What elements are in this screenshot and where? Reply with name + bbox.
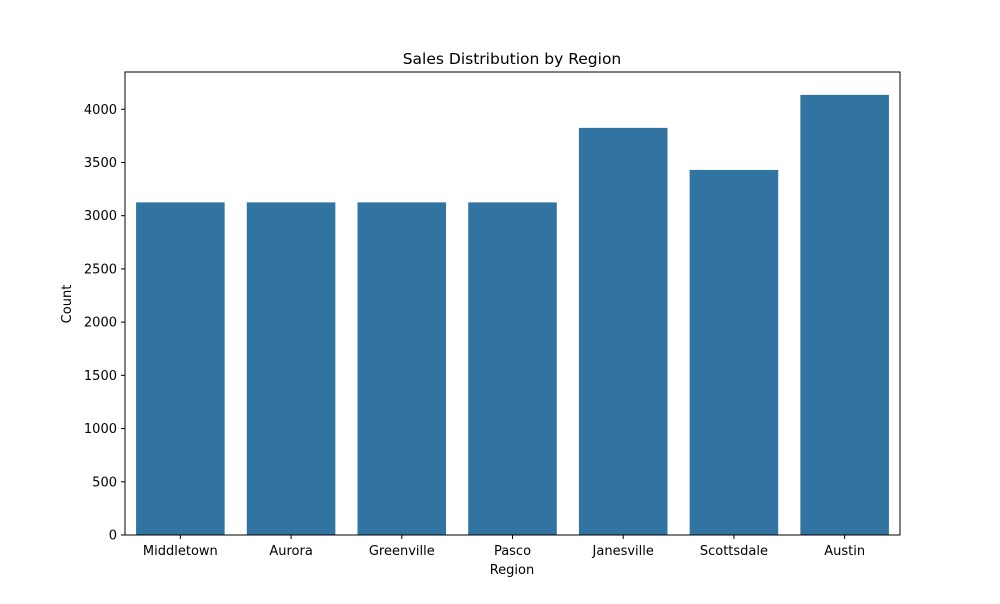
x-tick-label: Aurora (269, 544, 312, 559)
chart-title: Sales Distribution by Region (403, 50, 622, 68)
y-tick-label: 2500 (84, 262, 117, 277)
bar-austin (800, 94, 889, 535)
x-axis-title: Region (490, 563, 535, 578)
bar-scottsdale (689, 169, 779, 535)
bar-janesville (578, 127, 668, 536)
bars-layer (136, 94, 889, 536)
y-tick-label: 4000 (84, 103, 117, 118)
bar-greenville (357, 202, 447, 535)
y-axis-title: Count (60, 285, 75, 324)
bar-pasco (468, 202, 557, 535)
y-tick-label: 3000 (84, 209, 117, 224)
x-tick-label: Austin (824, 544, 865, 559)
y-tick-label: 3500 (84, 156, 117, 171)
x-tick-label: Greenville (369, 544, 435, 559)
y-tick-label: 1000 (84, 422, 117, 437)
x-tick-label: Pasco (494, 544, 531, 559)
y-tick-label: 1500 (84, 369, 117, 384)
plot-frame (124, 71, 901, 536)
y-tick-label: 0 (109, 529, 117, 544)
x-tick-label: Janesville (592, 544, 654, 559)
x-tick-label: Middletown (143, 544, 218, 559)
y-tick-label: 2000 (84, 316, 117, 331)
y-tick-label: 500 (92, 475, 117, 490)
y-axis-ticks: 0 500 1000 1500 2000 2500 3000 3500 4000 (84, 103, 125, 544)
bar-aurora (246, 202, 336, 535)
x-tick-label: Scottsdale (700, 544, 768, 559)
bar-middletown (136, 202, 225, 535)
x-axis-ticks: Middletown Aurora Greenville Pasco Janesvill… (143, 535, 865, 559)
